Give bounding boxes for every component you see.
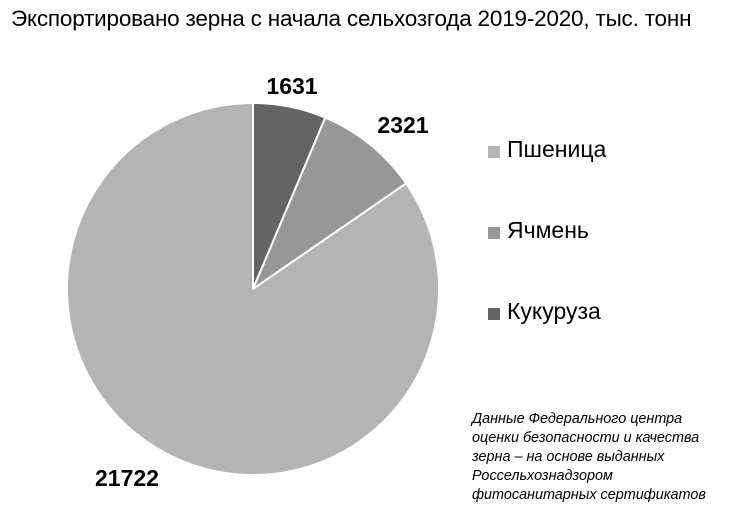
source-note: Данные Федерального центра оценки безопа… — [472, 410, 746, 505]
legend: Пшеница Ячмень Кукуруза — [488, 135, 728, 378]
pie-slice — [66, 102, 440, 476]
source-note-line: Россельхознадзором — [472, 468, 613, 484]
legend-swatch-corn — [488, 308, 500, 320]
source-note-line: оценки безопасности и качества — [472, 430, 700, 446]
legend-item-wheat: Пшеница — [488, 135, 728, 169]
legend-item-corn: Кукуруза — [488, 297, 728, 331]
legend-label-wheat: Пшеница — [507, 136, 607, 162]
data-label: 1631 — [266, 73, 317, 99]
source-note-line: фитосанитарных сертификатов — [472, 487, 706, 503]
data-label: 2321 — [377, 112, 428, 138]
legend-swatch-wheat — [488, 146, 500, 158]
legend-label-corn: Кукуруза — [507, 298, 601, 324]
chart-title: Экспортировано зерна с начала сельхозгод… — [11, 6, 692, 31]
legend-swatch-barley — [488, 227, 500, 239]
source-note-line: зерна – на основе выданных — [472, 449, 665, 465]
legend-label-barley: Ячмень — [507, 217, 589, 243]
legend-item-barley: Ячмень — [488, 216, 728, 250]
source-note-line: Данные Федерального центра — [472, 411, 683, 427]
data-label: 21722 — [95, 465, 159, 491]
pie-slice — [252, 116, 408, 290]
